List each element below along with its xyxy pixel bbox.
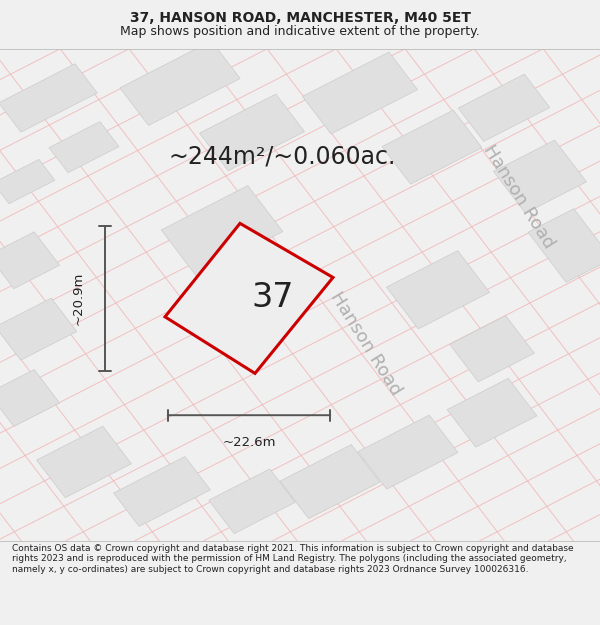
Polygon shape xyxy=(0,159,55,204)
Polygon shape xyxy=(0,298,77,360)
Polygon shape xyxy=(113,456,211,526)
Polygon shape xyxy=(200,94,304,171)
Text: 37: 37 xyxy=(251,281,293,314)
Polygon shape xyxy=(358,415,458,489)
Polygon shape xyxy=(49,122,119,172)
Polygon shape xyxy=(120,41,240,126)
Text: ~20.9m: ~20.9m xyxy=(71,272,85,325)
Text: 37, HANSON ROAD, MANCHESTER, M40 5ET: 37, HANSON ROAD, MANCHESTER, M40 5ET xyxy=(130,11,470,25)
Polygon shape xyxy=(161,186,283,276)
Polygon shape xyxy=(382,110,482,184)
Polygon shape xyxy=(0,64,97,132)
Polygon shape xyxy=(386,251,490,329)
Text: Map shows position and indicative extent of the property.: Map shows position and indicative extent… xyxy=(120,25,480,38)
Polygon shape xyxy=(165,223,333,373)
Polygon shape xyxy=(447,378,537,447)
Text: Hanson Road: Hanson Road xyxy=(480,141,558,251)
Polygon shape xyxy=(458,74,550,141)
Polygon shape xyxy=(302,52,418,134)
Text: Contains OS data © Crown copyright and database right 2021. This information is : Contains OS data © Crown copyright and d… xyxy=(12,544,574,574)
Polygon shape xyxy=(528,209,600,282)
Polygon shape xyxy=(450,316,534,382)
Polygon shape xyxy=(0,369,59,426)
Text: Hanson Road: Hanson Road xyxy=(327,289,405,399)
Polygon shape xyxy=(0,232,59,289)
Polygon shape xyxy=(494,140,586,213)
Polygon shape xyxy=(280,444,380,519)
Polygon shape xyxy=(37,426,131,498)
Polygon shape xyxy=(209,469,295,534)
Text: ~244m²/~0.060ac.: ~244m²/~0.060ac. xyxy=(168,145,395,169)
Text: ~22.6m: ~22.6m xyxy=(222,436,276,449)
